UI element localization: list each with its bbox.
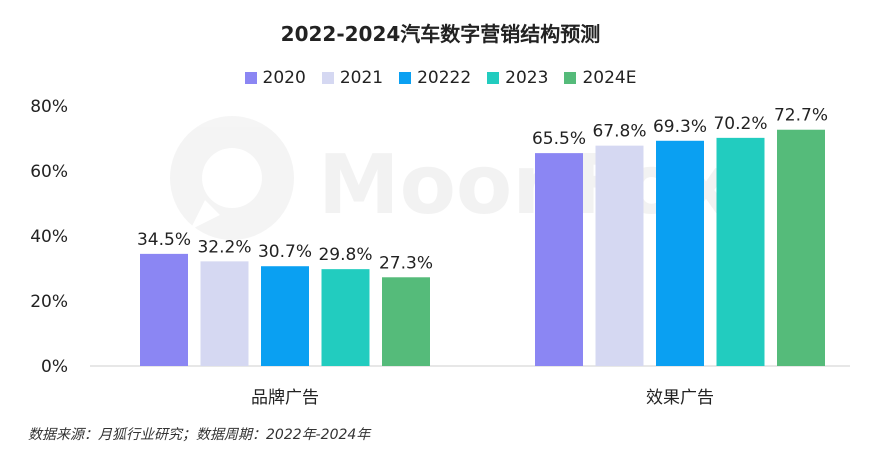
y-tick-label: 80% xyxy=(30,97,68,117)
data-label: 65.5% xyxy=(532,129,586,149)
moonfox-watermark: MoonFox xyxy=(170,116,733,240)
legend-swatch xyxy=(487,72,500,84)
data-label: 69.3% xyxy=(653,117,707,137)
legend-swatch xyxy=(321,72,334,84)
value-labels: 34.5% 32.2% 30.7% 29.8% 27.3% 65.5% 67.8% 69.3%… xyxy=(137,106,828,274)
bar-20222-1 xyxy=(656,140,704,366)
chart-title: 2022-2024汽车数字营销结构预测 xyxy=(280,22,601,46)
x-category-label: 品牌广告 xyxy=(251,388,319,408)
bar-2020-1 xyxy=(535,153,583,366)
watermark-logo-icon xyxy=(170,116,294,240)
y-tick-label: 0% xyxy=(41,357,68,377)
data-label: 67.8% xyxy=(592,122,646,142)
bar-2023-0 xyxy=(321,269,370,366)
legend-label: 2024E xyxy=(582,68,637,88)
data-label: 27.3% xyxy=(379,253,433,273)
bar-2024E-1 xyxy=(777,129,825,366)
bar-2023-1 xyxy=(716,137,765,366)
legend-item-3: 2023 xyxy=(487,68,548,88)
data-label: 34.5% xyxy=(137,230,191,250)
y-axis: 0% 20% 40% 60% 80% xyxy=(30,97,68,377)
legend-swatch xyxy=(399,72,412,84)
legend-item-1: 2021 xyxy=(321,68,384,88)
data-label: 30.7% xyxy=(258,242,312,262)
bar-2021-1 xyxy=(595,145,644,366)
y-tick-label: 20% xyxy=(30,292,68,312)
y-tick-label: 40% xyxy=(30,227,68,247)
data-label: 32.2% xyxy=(197,237,251,257)
data-label: 72.7% xyxy=(774,106,828,126)
legend-label: 2021 xyxy=(339,68,384,88)
legend-swatch xyxy=(564,72,577,84)
data-source-note: 数据来源：月狐行业研究；数据周期：2022年-2024年 xyxy=(28,427,371,443)
legend-label: 2023 xyxy=(505,68,549,88)
legend-swatch xyxy=(244,72,257,84)
x-category-label: 效果广告 xyxy=(646,388,714,408)
bar-2024E-0 xyxy=(382,277,430,366)
data-label: 70.2% xyxy=(713,114,767,134)
bars xyxy=(140,129,825,366)
data-label: 29.8% xyxy=(318,245,372,265)
legend-label: 2020 xyxy=(262,68,306,88)
legend: 2020 2021 20222 2023 2024E xyxy=(0,68,881,88)
legend-label: 20222 xyxy=(417,68,472,88)
bar-2020-0 xyxy=(140,253,188,366)
legend-item-0: 2020 xyxy=(244,68,306,88)
legend-item-2: 20222 xyxy=(399,68,471,88)
bar-2021-0 xyxy=(200,261,249,366)
bar-20222-0 xyxy=(261,266,309,366)
legend-item-4: 2024E xyxy=(564,68,636,88)
x-axis: 品牌广告 效果广告 xyxy=(251,388,714,408)
y-tick-label: 60% xyxy=(30,162,68,182)
